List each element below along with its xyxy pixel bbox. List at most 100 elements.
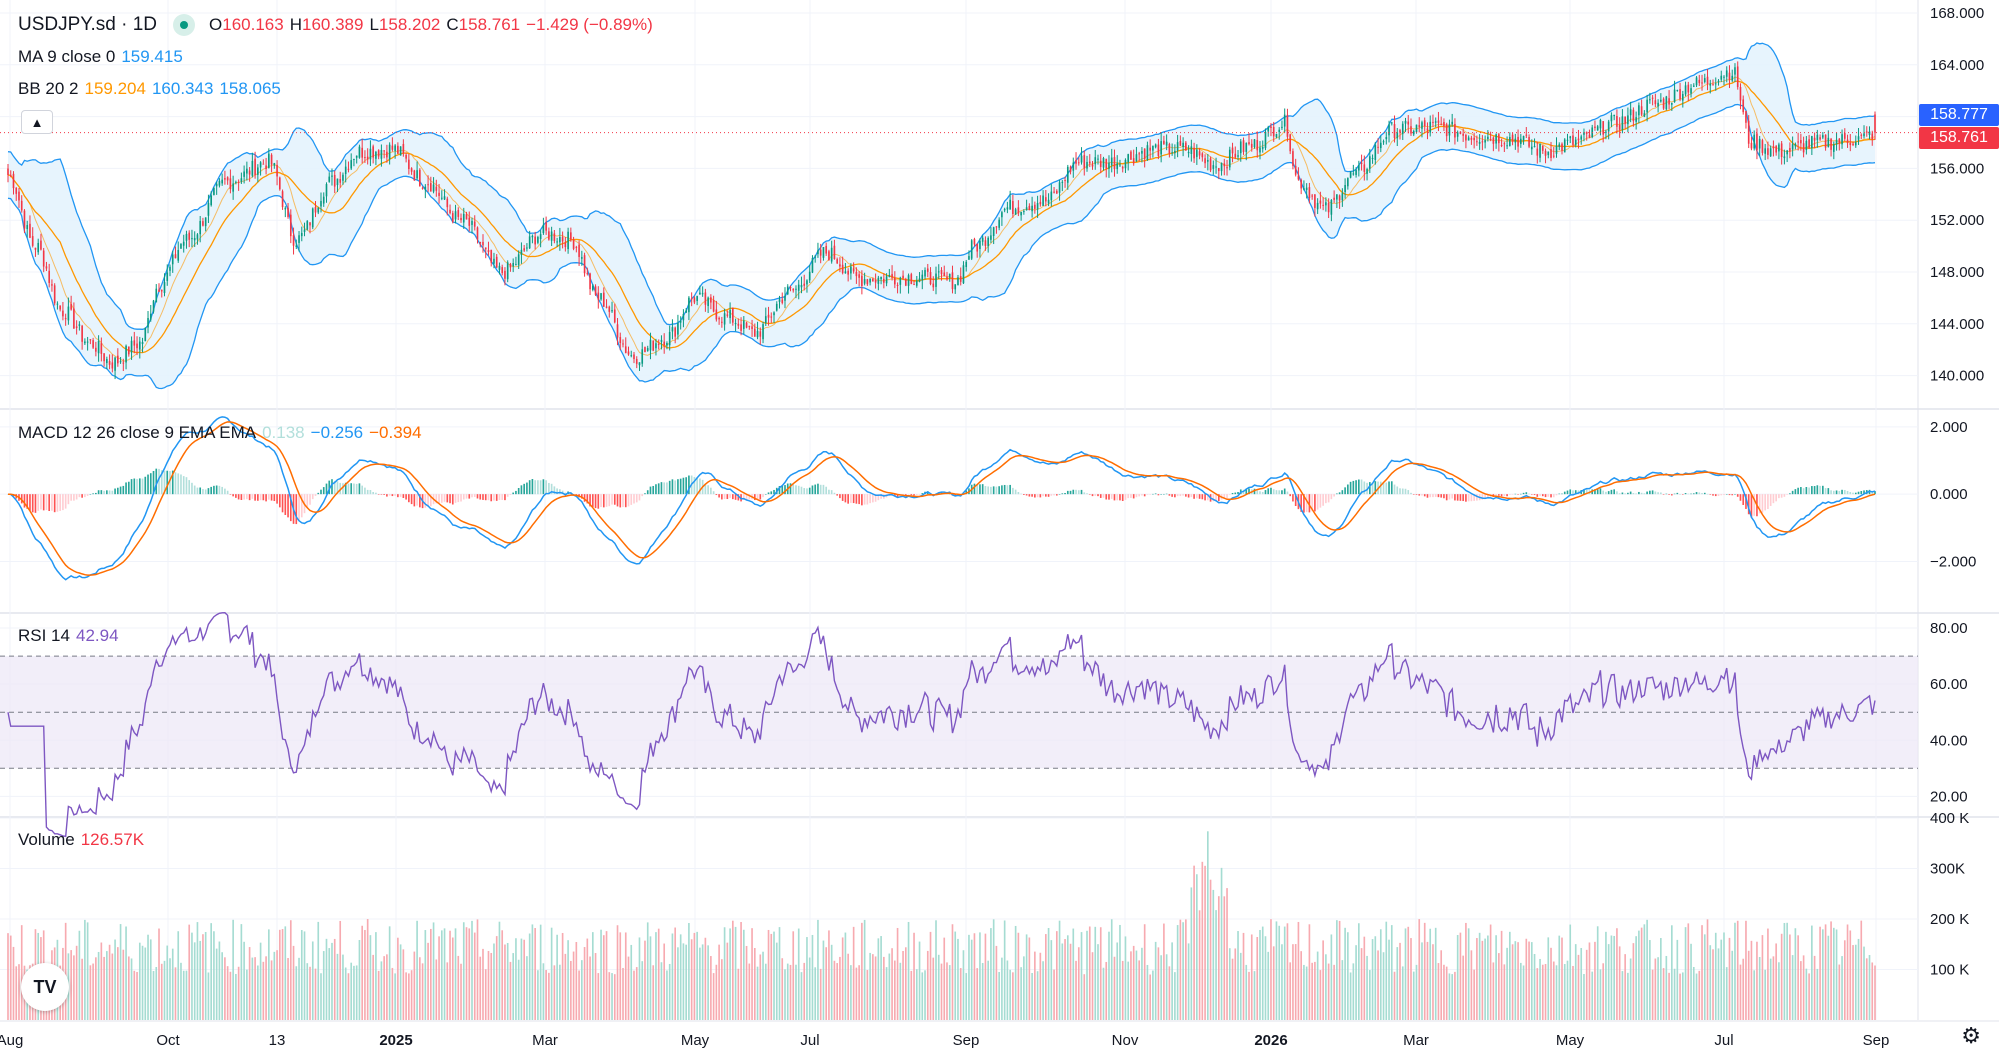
volume-bar [75, 945, 78, 1020]
macd-histogram-bar [97, 490, 100, 495]
macd-histogram-bar [660, 482, 663, 495]
rsi-legend[interactable]: RSI 14 42.94 [18, 626, 119, 646]
volume-bar [712, 973, 715, 1020]
macd-histogram-bar [86, 494, 89, 496]
volume-bar [1080, 932, 1083, 1020]
x-tick-label: Mar [532, 1032, 558, 1049]
macd-histogram-bar [688, 475, 690, 495]
macd-histogram-bar [246, 494, 248, 500]
candle-body [561, 236, 564, 242]
macd-histogram-bar [1001, 485, 1003, 495]
macd-histogram-bar [1105, 494, 1108, 500]
candle-body [602, 292, 605, 307]
volume-bar [1756, 941, 1758, 1020]
candle-body [1333, 197, 1335, 200]
macd-histogram-bar [1094, 494, 1097, 496]
ma-legend[interactable]: MA 9 close 0 159.415 [18, 47, 183, 67]
volume-bar [1808, 973, 1810, 1020]
market-status-dot [173, 14, 196, 36]
volume-bar [207, 972, 210, 1020]
macd-histogram-bar [465, 494, 468, 499]
candle-body [808, 271, 811, 281]
candle-body [29, 223, 31, 238]
macd-histogram-bar [1445, 494, 1448, 501]
volume-bar [317, 921, 320, 1020]
candle-body [693, 297, 696, 303]
candle-body [1854, 142, 1857, 146]
candle-body [1248, 142, 1250, 145]
macd-histogram-bar [1857, 491, 1860, 495]
candle-body [1064, 180, 1066, 182]
volume-bar [1421, 942, 1423, 1020]
macd-histogram-bar [1097, 494, 1099, 497]
candle-body [1146, 145, 1149, 160]
volume-bar [1662, 968, 1665, 1020]
macd-histogram-bar [29, 494, 31, 511]
candle-body [1272, 126, 1275, 137]
macd-histogram-bar [1385, 482, 1388, 495]
volume-bar [863, 919, 866, 1020]
macd-histogram-bar [918, 494, 921, 495]
volume-bar [462, 922, 465, 1020]
volume-bar [745, 945, 748, 1020]
candle-body [1509, 137, 1511, 146]
candle-body [1638, 105, 1640, 116]
candle-body [1319, 200, 1322, 204]
candle-body [715, 309, 718, 320]
volume-bar [1778, 962, 1780, 1020]
volume-bar [1585, 949, 1588, 1020]
macd-histogram-bar [855, 494, 858, 504]
volume-bar [449, 930, 451, 1020]
gear-icon[interactable]: ⚙ [1961, 1023, 1981, 1048]
macd-histogram-bar [1605, 491, 1607, 495]
candle-body [701, 293, 704, 295]
candle-body [605, 306, 608, 308]
macd-histogram-bar [449, 494, 451, 504]
candle-body [1105, 158, 1108, 169]
candle-body [40, 240, 42, 250]
volume-bar [1690, 943, 1692, 1020]
volume-bar [1388, 939, 1390, 1020]
candle-body [726, 314, 729, 316]
candle-body [259, 162, 262, 168]
candle-body [1223, 163, 1226, 167]
volume-bar [1231, 958, 1234, 1020]
macd-histogram-bar [95, 492, 97, 495]
macd-histogram-bar [1138, 494, 1141, 497]
volume-legend[interactable]: Volume 126.57K [18, 830, 144, 850]
candle-body [188, 232, 191, 240]
volume-bar [707, 945, 709, 1020]
macd-histogram-bar [259, 494, 262, 501]
symbol-title[interactable]: USDJPY.sd · 1D [18, 14, 158, 35]
candle-body [114, 357, 116, 371]
bb-legend[interactable]: BB 20 2 159.204 160.343 158.065 [18, 79, 281, 99]
macd-legend[interactable]: MACD 12 26 close 9 EMA EMA 0.138 −0.256 … [18, 423, 422, 443]
volume-bar [778, 927, 781, 1020]
macd-histogram-bar [281, 494, 284, 513]
volume-bar [226, 966, 229, 1020]
candle-body [1053, 191, 1055, 193]
volume-bar [1525, 938, 1528, 1020]
candle-body [336, 178, 339, 186]
collapse-legend-button[interactable]: ▲ [21, 110, 53, 134]
macd-histogram-bar [1300, 494, 1302, 512]
macd-histogram-bar [1808, 487, 1810, 495]
candle-body [666, 343, 668, 346]
tradingview-logo-icon[interactable]: TV [21, 963, 69, 1011]
candle-body [1706, 76, 1709, 84]
volume-bar [1382, 952, 1385, 1020]
volume-bar [262, 961, 265, 1020]
macd-histogram-bar [257, 494, 259, 501]
macd-histogram-bar [696, 477, 698, 495]
candle-body [885, 276, 888, 284]
macd-histogram-bar [410, 494, 413, 505]
macd-histogram-bar [369, 490, 372, 495]
macd-histogram-bar [1533, 494, 1536, 496]
candle-body [1668, 98, 1670, 105]
macd-histogram-bar [803, 488, 806, 495]
candle-body [372, 146, 374, 158]
macd-histogram-bar [100, 490, 103, 495]
candle-body [1492, 137, 1495, 144]
volume-bar [1547, 937, 1550, 1020]
